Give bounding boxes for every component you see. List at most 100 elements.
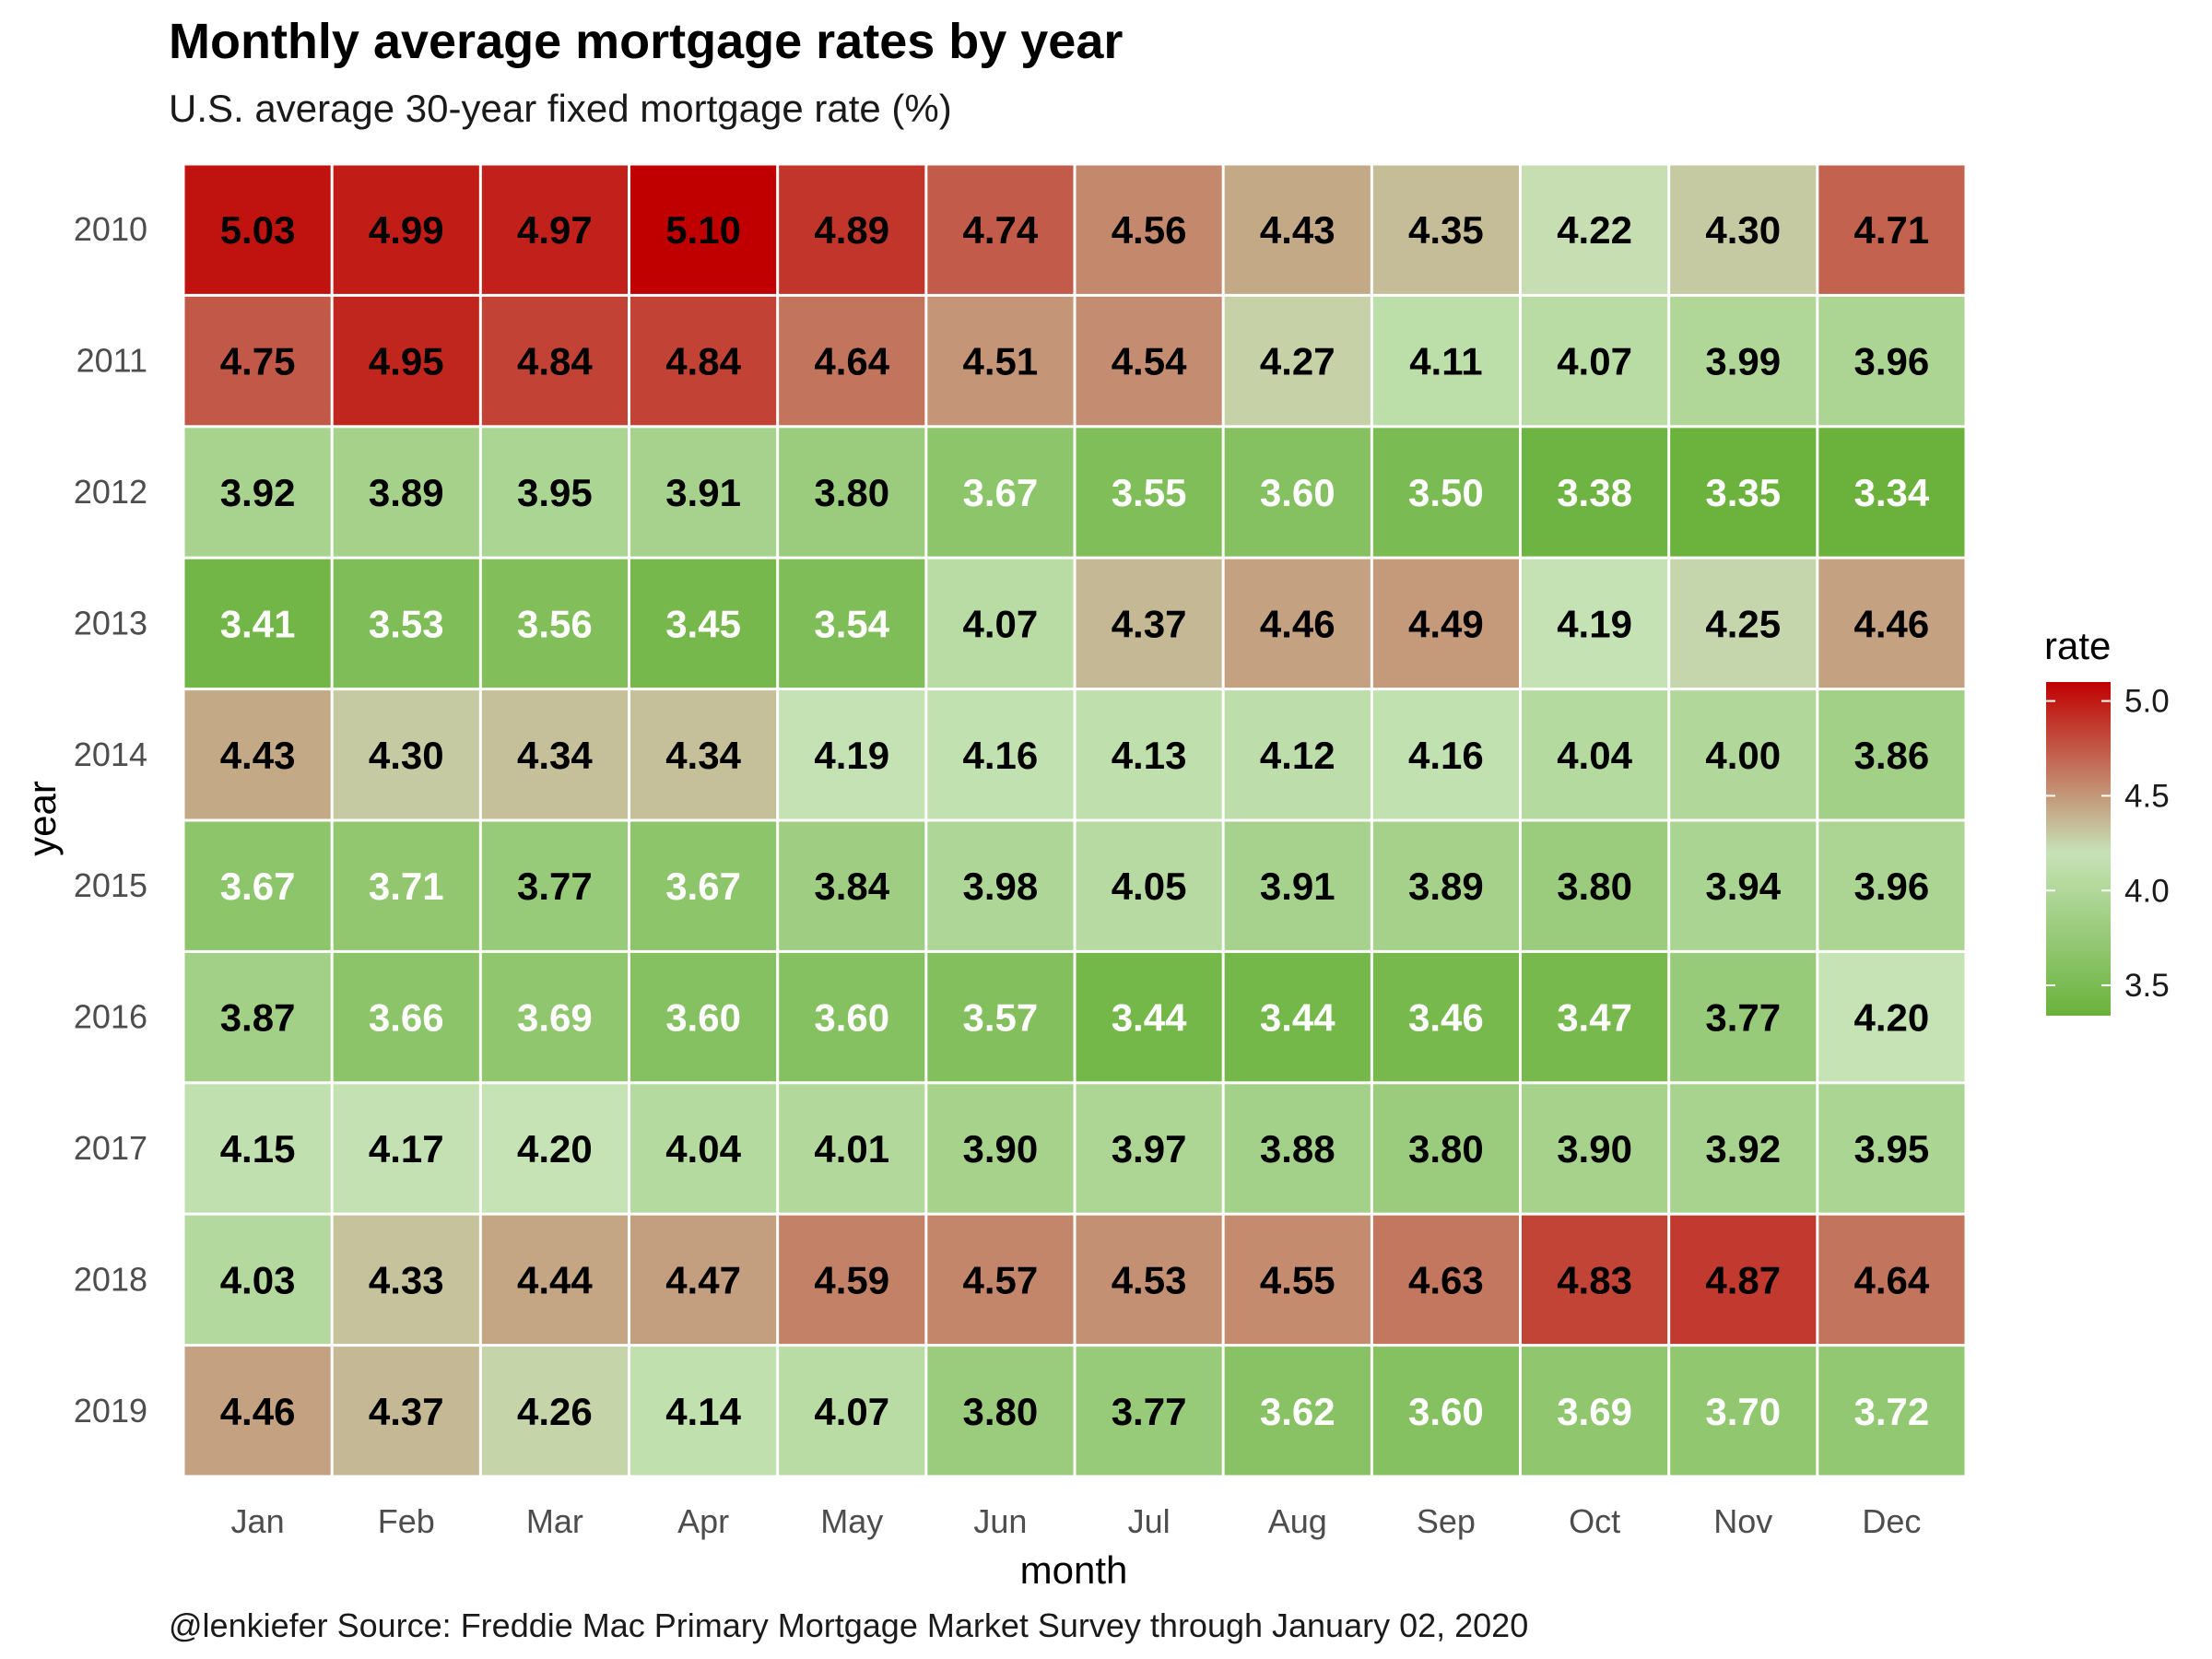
cell-value-label: 3.60 <box>1408 1390 1484 1433</box>
cell-value-label: 3.47 <box>1557 996 1632 1040</box>
heatmap-cell <box>184 296 331 426</box>
cell-value-label: 4.16 <box>1408 734 1484 777</box>
legend-tick-label: 5.0 <box>2124 684 2170 720</box>
heatmap-cell <box>1670 559 1817 688</box>
y-tick-label: 2014 <box>74 735 147 773</box>
cell-value-label: 3.67 <box>220 865 296 908</box>
chart-title: Monthly average mortgage rates by year <box>169 14 1123 69</box>
cell-value-label: 4.84 <box>517 340 593 383</box>
cell-value-label: 4.00 <box>1705 734 1781 777</box>
cell-value-label: 3.80 <box>1408 1127 1484 1171</box>
cell-value-label: 4.26 <box>517 1390 593 1433</box>
cell-value-label: 4.99 <box>369 208 444 252</box>
heatmap-cell <box>630 690 777 819</box>
cell-value-label: 3.80 <box>814 471 889 514</box>
legend-tick-label: 3.5 <box>2124 968 2170 1004</box>
cell-value-label: 3.95 <box>517 471 593 514</box>
cell-value-label: 3.66 <box>369 996 444 1040</box>
cell-value-label: 3.94 <box>1705 865 1781 908</box>
heatmap-cell <box>630 428 777 557</box>
heatmap-cell <box>184 690 331 819</box>
heatmap-cell <box>1522 428 1668 557</box>
heatmap-cell <box>1818 821 1965 950</box>
legend-title: rate <box>2044 624 2111 667</box>
heatmap-cell <box>927 1347 1074 1476</box>
heatmap-cell <box>1670 165 1817 294</box>
legend-colorbar <box>2046 682 2111 1016</box>
cell-value-label: 4.44 <box>517 1258 593 1301</box>
heatmap-cell <box>1522 952 1668 1082</box>
cell-value-label: 3.92 <box>220 471 296 514</box>
cell-value-label: 4.55 <box>1260 1258 1335 1301</box>
heatmap-cell <box>333 428 479 557</box>
cell-value-label: 4.57 <box>963 1258 1039 1301</box>
cell-value-label: 3.77 <box>1705 996 1781 1040</box>
heatmap-cell <box>779 1084 925 1213</box>
heatmap-cell <box>184 165 331 294</box>
cell-value-label: 4.89 <box>814 208 889 252</box>
cell-value-label: 4.35 <box>1408 208 1484 252</box>
cell-value-label: 3.45 <box>665 602 741 645</box>
cell-value-label: 4.53 <box>1112 1258 1187 1301</box>
cell-value-label: 3.67 <box>665 865 741 908</box>
heatmap-cell <box>779 165 925 294</box>
cell-value-label: 3.97 <box>1112 1127 1187 1171</box>
cell-value-label: 4.03 <box>220 1258 296 1301</box>
heatmap-cell <box>1522 1215 1668 1345</box>
x-tick-label: Oct <box>1569 1502 1620 1540</box>
heatmap-cell <box>1224 1215 1371 1345</box>
heatmap-cell <box>1670 952 1817 1082</box>
cell-value-label: 3.80 <box>963 1390 1039 1433</box>
cell-value-label: 3.98 <box>963 865 1039 908</box>
cell-value-label: 3.86 <box>1854 734 1930 777</box>
heatmap-cell <box>1372 165 1519 294</box>
cell-value-label: 3.54 <box>814 602 889 645</box>
cell-value-label: 3.62 <box>1260 1390 1335 1433</box>
heatmap-cell <box>333 952 479 1082</box>
heatmap-cell <box>184 821 331 950</box>
cell-value-label: 4.01 <box>814 1127 889 1171</box>
heatmap-cell <box>333 690 479 819</box>
cell-value-label: 4.16 <box>963 734 1039 777</box>
heatmap-cell <box>1818 428 1965 557</box>
cell-value-label: 3.69 <box>1557 1390 1632 1433</box>
heatmap-cell <box>333 1215 479 1345</box>
cell-value-label: 4.17 <box>369 1127 444 1171</box>
heatmap-cell <box>630 559 777 688</box>
heatmap-cell <box>1522 296 1668 426</box>
cell-value-label: 3.71 <box>369 865 444 908</box>
heatmap-cell <box>1372 1347 1519 1476</box>
cell-value-label: 4.43 <box>220 734 296 777</box>
cell-value-label: 5.10 <box>665 208 741 252</box>
x-tick-label: Dec <box>1862 1502 1921 1540</box>
heatmap-cell <box>184 1347 331 1476</box>
cell-value-label: 4.15 <box>220 1127 296 1171</box>
heatmap-cell <box>779 1215 925 1345</box>
heatmap-cell <box>1670 1215 1817 1345</box>
cell-value-label: 4.74 <box>963 208 1039 252</box>
heatmap-cell <box>1522 165 1668 294</box>
heatmap-cell <box>333 1084 479 1213</box>
heatmap-cell <box>1818 690 1965 819</box>
x-tick-label: Sep <box>1417 1502 1476 1540</box>
cell-value-label: 4.46 <box>220 1390 296 1433</box>
chart-caption: @lenkiefer Source: Freddie Mac Primary M… <box>169 1606 1528 1644</box>
cell-value-label: 4.04 <box>1557 734 1632 777</box>
cell-value-label: 4.14 <box>665 1390 741 1433</box>
cell-value-label: 4.37 <box>369 1390 444 1433</box>
cell-value-label: 3.55 <box>1112 471 1187 514</box>
cell-value-label: 4.07 <box>814 1390 889 1433</box>
cell-value-label: 4.13 <box>1112 734 1187 777</box>
y-axis-title: year <box>20 781 64 856</box>
chart-subtitle: U.S. average 30-year fixed mortgage rate… <box>169 87 952 130</box>
heatmap-cell <box>1522 1084 1668 1213</box>
x-tick-label: Nov <box>1713 1502 1772 1540</box>
cell-value-label: 4.12 <box>1260 734 1335 777</box>
heatmap-cell <box>1372 1215 1519 1345</box>
heatmap-cell <box>927 690 1074 819</box>
heatmap-cell <box>184 428 331 557</box>
heatmap-cell <box>1076 821 1222 950</box>
cell-value-label: 3.90 <box>963 1127 1039 1171</box>
cell-value-label: 3.95 <box>1854 1127 1930 1171</box>
heatmap-cell <box>481 821 628 950</box>
